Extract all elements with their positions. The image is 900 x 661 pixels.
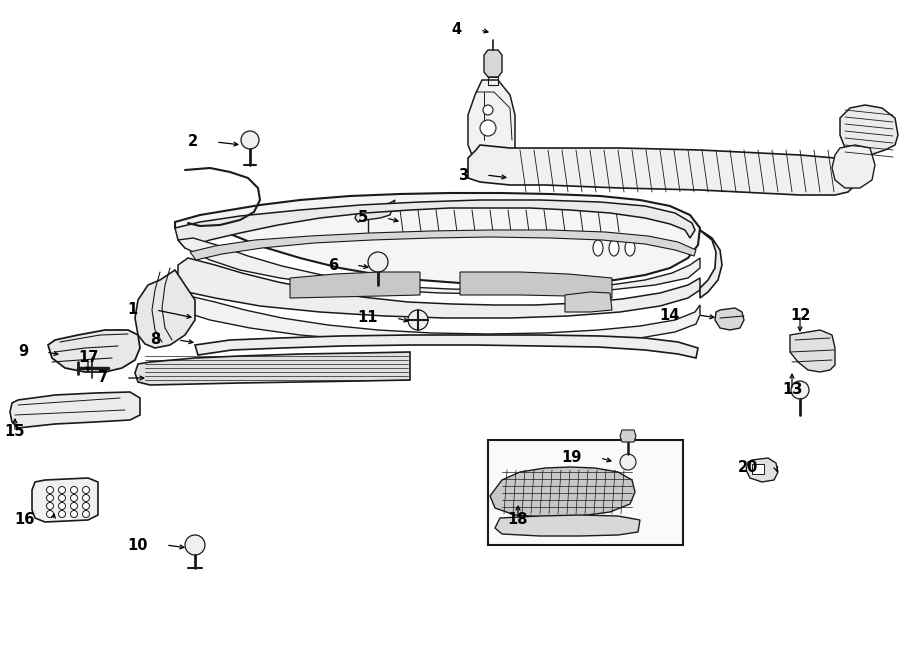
Polygon shape xyxy=(10,392,140,428)
Ellipse shape xyxy=(625,240,635,256)
Text: 13: 13 xyxy=(782,383,802,397)
Text: 17: 17 xyxy=(77,350,98,366)
Polygon shape xyxy=(178,238,700,294)
Ellipse shape xyxy=(609,240,619,256)
Text: 14: 14 xyxy=(660,307,680,323)
Circle shape xyxy=(70,510,77,518)
Polygon shape xyxy=(840,105,898,158)
Circle shape xyxy=(83,510,89,518)
Text: 9: 9 xyxy=(18,344,28,360)
Text: 7: 7 xyxy=(98,371,108,385)
Text: 6: 6 xyxy=(328,258,338,272)
Text: 4: 4 xyxy=(452,22,462,38)
Polygon shape xyxy=(48,330,140,372)
Circle shape xyxy=(70,502,77,510)
Polygon shape xyxy=(746,458,778,482)
Circle shape xyxy=(58,510,66,518)
Polygon shape xyxy=(490,467,635,517)
Circle shape xyxy=(47,510,53,518)
Polygon shape xyxy=(460,272,612,298)
Text: 15: 15 xyxy=(4,424,25,440)
Text: 11: 11 xyxy=(357,311,378,325)
Bar xyxy=(752,464,764,474)
Text: 18: 18 xyxy=(508,512,528,527)
Circle shape xyxy=(620,454,636,470)
Text: 8: 8 xyxy=(149,332,160,348)
Polygon shape xyxy=(290,272,420,298)
Polygon shape xyxy=(832,145,875,188)
Circle shape xyxy=(791,381,809,399)
Circle shape xyxy=(185,535,205,555)
Circle shape xyxy=(368,252,388,272)
Circle shape xyxy=(83,494,89,502)
Circle shape xyxy=(47,486,53,494)
Polygon shape xyxy=(495,515,640,536)
Text: 5: 5 xyxy=(358,210,368,225)
Text: 20: 20 xyxy=(738,461,758,475)
Polygon shape xyxy=(468,80,515,162)
Polygon shape xyxy=(135,270,195,348)
Polygon shape xyxy=(468,145,855,195)
Polygon shape xyxy=(190,230,696,260)
Text: 16: 16 xyxy=(14,512,35,527)
Circle shape xyxy=(47,494,53,502)
Polygon shape xyxy=(32,478,98,522)
Text: 10: 10 xyxy=(128,537,148,553)
Text: 12: 12 xyxy=(790,307,810,323)
Circle shape xyxy=(83,502,89,510)
Polygon shape xyxy=(355,200,395,222)
Polygon shape xyxy=(178,295,700,344)
Text: 3: 3 xyxy=(458,167,468,182)
Bar xyxy=(488,440,683,545)
Text: 2: 2 xyxy=(188,134,198,149)
Circle shape xyxy=(483,105,493,115)
Circle shape xyxy=(58,494,66,502)
Circle shape xyxy=(58,502,66,510)
Circle shape xyxy=(408,310,428,330)
Polygon shape xyxy=(565,292,612,312)
Circle shape xyxy=(70,494,77,502)
Text: 19: 19 xyxy=(562,451,582,465)
Polygon shape xyxy=(715,308,744,330)
Polygon shape xyxy=(195,335,698,358)
Ellipse shape xyxy=(593,240,603,256)
Circle shape xyxy=(480,120,496,136)
Circle shape xyxy=(58,486,66,494)
Polygon shape xyxy=(484,50,502,77)
Polygon shape xyxy=(178,258,700,318)
Polygon shape xyxy=(135,352,410,385)
Circle shape xyxy=(241,131,259,149)
Polygon shape xyxy=(175,200,695,248)
Circle shape xyxy=(83,486,89,494)
Polygon shape xyxy=(700,230,722,298)
Circle shape xyxy=(70,486,77,494)
Circle shape xyxy=(47,502,53,510)
Polygon shape xyxy=(790,330,835,372)
Text: 1: 1 xyxy=(128,303,138,317)
Polygon shape xyxy=(175,193,700,284)
Polygon shape xyxy=(370,208,630,234)
Polygon shape xyxy=(620,430,636,442)
